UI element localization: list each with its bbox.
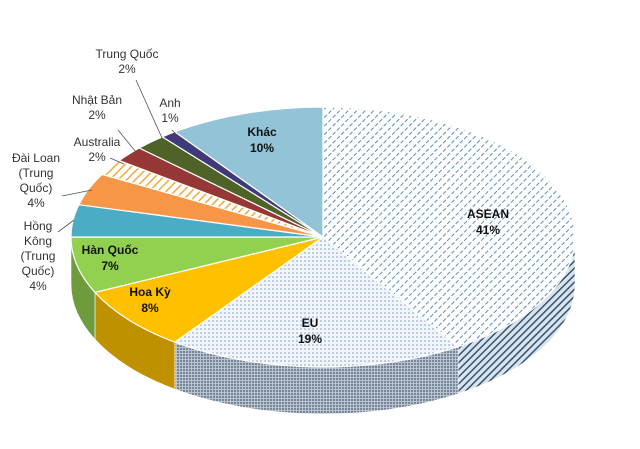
value-label-han-quoc: 7% bbox=[101, 259, 119, 273]
value-label-eu: 19% bbox=[298, 332, 322, 346]
value-label-australia: 2% bbox=[88, 150, 106, 164]
value-label-hoa-ky: 8% bbox=[141, 301, 159, 315]
value-label-trung-quoc: 2% bbox=[118, 62, 136, 76]
pie-slice-khac bbox=[173, 106, 324, 239]
label-dai-loan-trung-quoc-line-1: Đài Loan bbox=[12, 151, 60, 165]
leader-line-dai-loan-trung-quoc bbox=[61, 189, 93, 197]
label-hoa-ky: Hoa Kỳ bbox=[129, 285, 171, 299]
value-label-khac: 10% bbox=[250, 141, 274, 155]
label-hong-kong-trung-quoc-line-1: Hồng bbox=[24, 219, 53, 233]
label-asean: ASEAN bbox=[467, 207, 509, 221]
value-label-hong-kong-trung-quoc: 4% bbox=[29, 279, 47, 293]
pie-slice-hoa-ky bbox=[93, 236, 324, 343]
leader-line-australia bbox=[109, 157, 125, 165]
label-anh: Anh bbox=[159, 96, 180, 110]
label-hong-kong-trung-quoc-line-2: Kông bbox=[24, 234, 52, 248]
label-han-quoc: Hàn Quốc bbox=[82, 243, 139, 257]
label-hong-kong-trung-quoc-line-4: Quốc) bbox=[22, 264, 55, 278]
label-nhat-ban: Nhật Bản bbox=[72, 93, 122, 107]
label-dai-loan-trung-quoc-line-3: Quốc) bbox=[20, 181, 53, 195]
value-label-anh: 1% bbox=[161, 111, 179, 125]
value-label-nhat-ban: 2% bbox=[88, 108, 106, 122]
label-eu: EU bbox=[302, 316, 319, 330]
label-hong-kong-trung-quoc-line-3: (Trung bbox=[21, 249, 56, 263]
label-trung-quoc: Trung Quốc bbox=[96, 47, 159, 61]
leader-line-hong-kong-trung-quoc bbox=[57, 219, 75, 233]
leader-line-anh bbox=[171, 129, 177, 135]
label-australia: Australia bbox=[74, 135, 121, 149]
pie-slice-han-quoc bbox=[70, 236, 324, 294]
value-label-dai-loan-trung-quoc: 4% bbox=[27, 196, 45, 210]
leader-line-nhat-ban bbox=[117, 129, 137, 153]
pie-leader-lines bbox=[57, 79, 177, 233]
leader-line-trung-quoc bbox=[135, 79, 163, 139]
pie-tops bbox=[70, 106, 576, 368]
pie-slice-eu bbox=[173, 236, 460, 368]
label-khac: Khác bbox=[247, 125, 277, 139]
pie-slice-asean bbox=[322, 106, 576, 348]
value-label-asean: 41% bbox=[476, 223, 500, 237]
label-dai-loan-trung-quoc-line-2: (Trung bbox=[19, 166, 54, 180]
pie-sides bbox=[70, 236, 576, 415]
